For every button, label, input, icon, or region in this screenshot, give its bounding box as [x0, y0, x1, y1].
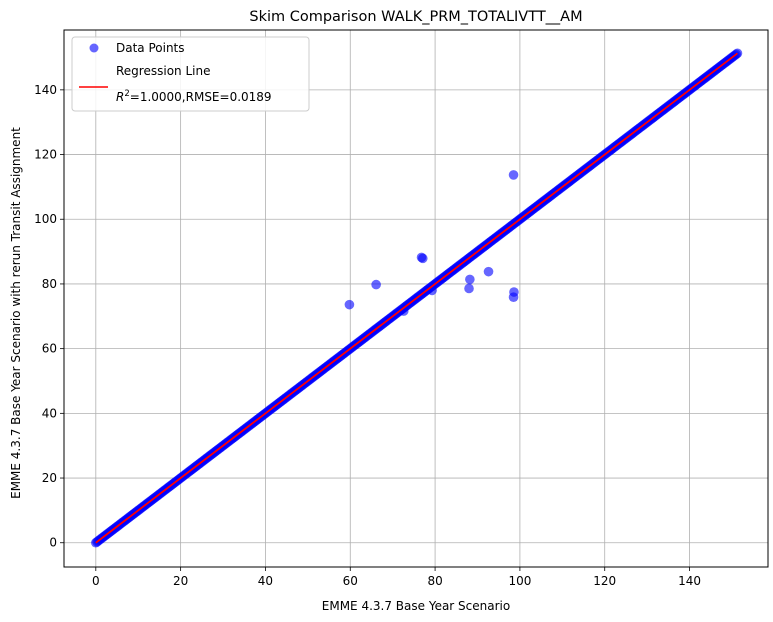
x-tick-label: 120: [593, 574, 616, 588]
legend-line-label: Regression Line: [116, 64, 210, 78]
chart-title: Skim Comparison WALK_PRM_TOTALIVTT__AM: [249, 9, 582, 25]
legend-points-marker: [89, 43, 99, 53]
grid: [64, 30, 768, 567]
legend-points-label: Data Points: [116, 41, 185, 55]
legend: Data Points Regression Line R2=1.0000,RM…: [71, 36, 310, 112]
x-tick-label: 140: [678, 574, 701, 588]
data-point-outlier: [465, 274, 475, 285]
y-tick-label: 120: [34, 148, 57, 162]
legend-r2-text: =1.0000,RMSE=0.0189: [130, 90, 272, 104]
x-axis-label: EMME 4.3.7 Base Year Scenario: [322, 599, 510, 613]
y-tick-label: 20: [42, 471, 57, 485]
regression-line-layer: [95, 52, 739, 544]
x-axis-ticks: 0 20 40 60 80 100 120 140: [92, 567, 701, 588]
x-tick-label: 40: [258, 574, 273, 588]
x-tick-label: 20: [173, 574, 188, 588]
data-point-outlier: [483, 266, 494, 277]
x-tick-label: 80: [427, 574, 442, 588]
data-point-outlier: [371, 279, 381, 290]
legend-r2-label: R2=1.0000,RMSE=0.0189: [116, 89, 272, 104]
regression-line: [95, 52, 739, 544]
plot-frame: [63, 29, 769, 568]
data-point-outlier: [508, 292, 519, 303]
x-tick-label: 0: [92, 574, 100, 588]
x-tick-label: 100: [508, 574, 531, 588]
data-point-outlier: [508, 170, 519, 180]
y-tick-label: 40: [42, 406, 57, 420]
y-tick-label: 0: [49, 536, 57, 550]
y-axis-label: EMME 4.3.7 Base Year Scenario with rerun…: [9, 127, 23, 499]
legend-r2-symbol: R: [116, 90, 124, 104]
data-point-outlier: [344, 299, 355, 310]
data-point-outlier: [417, 253, 428, 264]
y-axis-ticks: 0 20 40 60 80 100 120 140: [34, 83, 64, 550]
legend-r2-sup: 2: [124, 89, 129, 99]
y-tick-label: 100: [34, 212, 57, 226]
legend-box: [71, 36, 310, 112]
y-tick-label: 140: [34, 83, 57, 97]
data-point-outlier: [464, 283, 474, 294]
y-tick-label: 80: [42, 277, 57, 291]
y-tick-label: 60: [42, 342, 57, 356]
x-tick-label: 60: [343, 574, 358, 588]
